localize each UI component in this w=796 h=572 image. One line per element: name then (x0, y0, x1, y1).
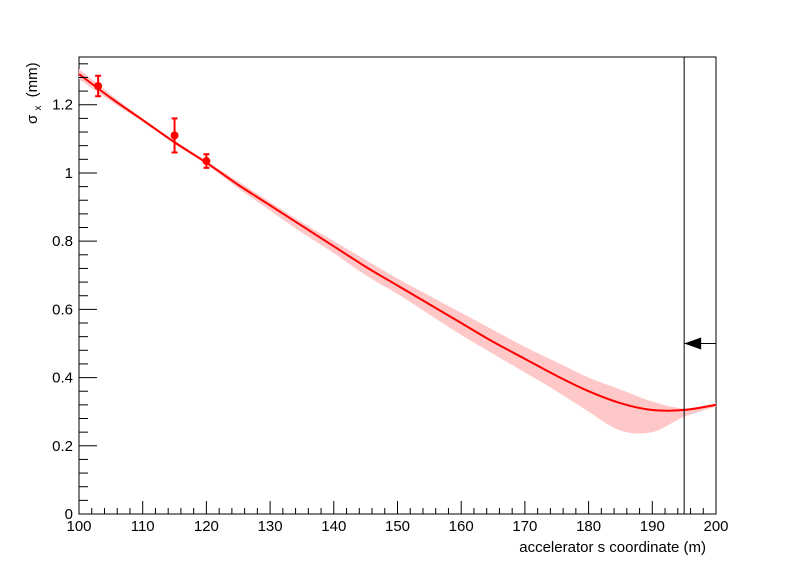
y-tick-label: 1 (65, 165, 73, 182)
y-axis-title-symbol: σ (24, 114, 41, 124)
svg-text:σ x (mm): σ x (mm) (24, 62, 45, 124)
x-tick-label: 150 (385, 518, 410, 535)
x-tick-label: 130 (258, 518, 283, 535)
marker-layer (683, 57, 716, 514)
y-tick-label: 0.8 (52, 233, 73, 250)
measurement-point-1 (94, 81, 103, 90)
y-tick-label: 0 (65, 506, 73, 523)
fit-curve (78, 73, 717, 412)
y-tick-label: 0.2 (52, 438, 73, 455)
fit-curve-layer (78, 73, 717, 412)
measurements-layer (94, 74, 211, 169)
x-tick-label: 180 (576, 518, 601, 535)
x-tick-label: 200 (703, 518, 728, 535)
y-tick-label: 0.6 (52, 301, 73, 318)
x-tick-label: 140 (321, 518, 346, 535)
x-tick-label: 120 (194, 518, 219, 535)
measurement-point-3 (202, 157, 211, 166)
x-tick-label: 100 (66, 518, 91, 535)
arrow-head (684, 337, 702, 350)
x-tick-label: 190 (640, 518, 665, 535)
y-axis-title-subscript: x (33, 106, 44, 111)
x-tick-label: 160 (449, 518, 474, 535)
measurement-point-2 (170, 131, 179, 140)
y-axis-title: σ x (mm) (24, 62, 45, 124)
x-tick-label: 110 (131, 518, 155, 535)
y-axis-title-unit: (mm) (24, 62, 41, 97)
x-tick-label: 170 (512, 518, 537, 535)
y-tick-label: 0.4 (52, 370, 73, 387)
ticks-layer: 100 110 120 130 140 150 160 170 180 190 200 0 0.2 0.4… (52, 63, 729, 535)
x-axis-title: accelerator s coordinate (m) (519, 539, 706, 556)
y-tick-label: 1.2 (52, 97, 73, 114)
